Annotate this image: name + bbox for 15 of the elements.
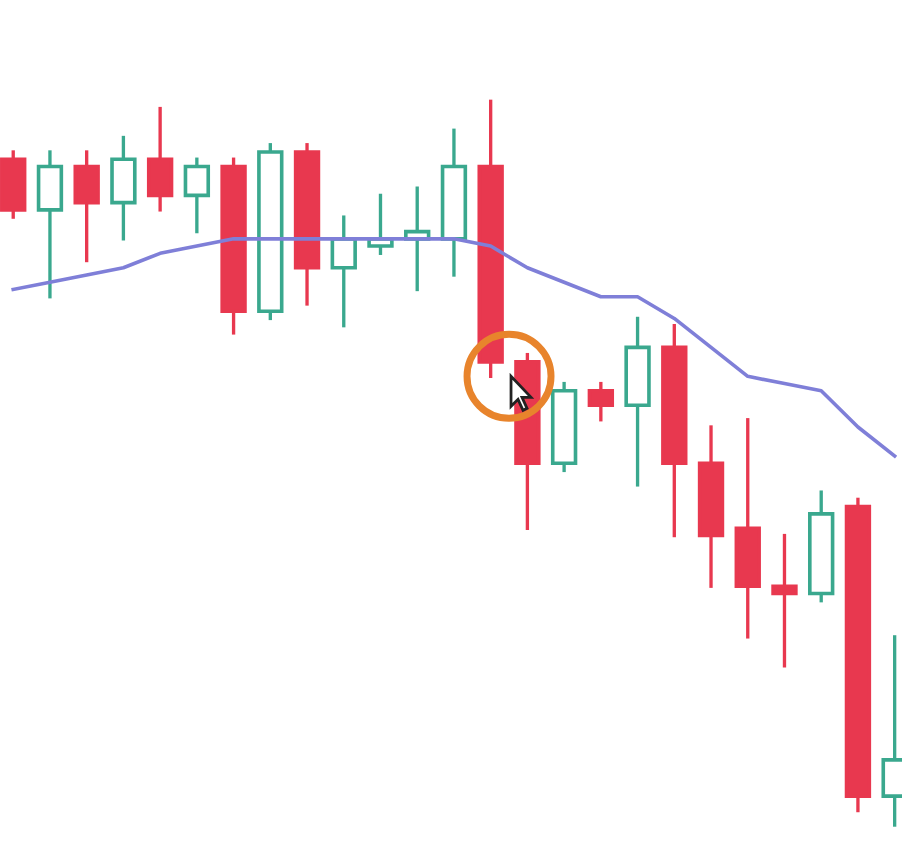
candlestick xyxy=(697,425,725,588)
candlestick xyxy=(624,316,651,487)
candlestick xyxy=(183,157,211,234)
candlestick xyxy=(550,381,578,473)
candlestick xyxy=(73,150,100,263)
candlestick xyxy=(36,150,64,299)
candlestick xyxy=(146,106,174,212)
candlestick xyxy=(661,324,688,538)
candlestick xyxy=(440,128,468,277)
candlestick xyxy=(844,497,872,813)
candlestick xyxy=(771,533,798,668)
candlestick xyxy=(110,135,137,241)
candlestick xyxy=(734,418,761,639)
candlestick xyxy=(293,143,321,306)
candlestick xyxy=(587,381,615,422)
